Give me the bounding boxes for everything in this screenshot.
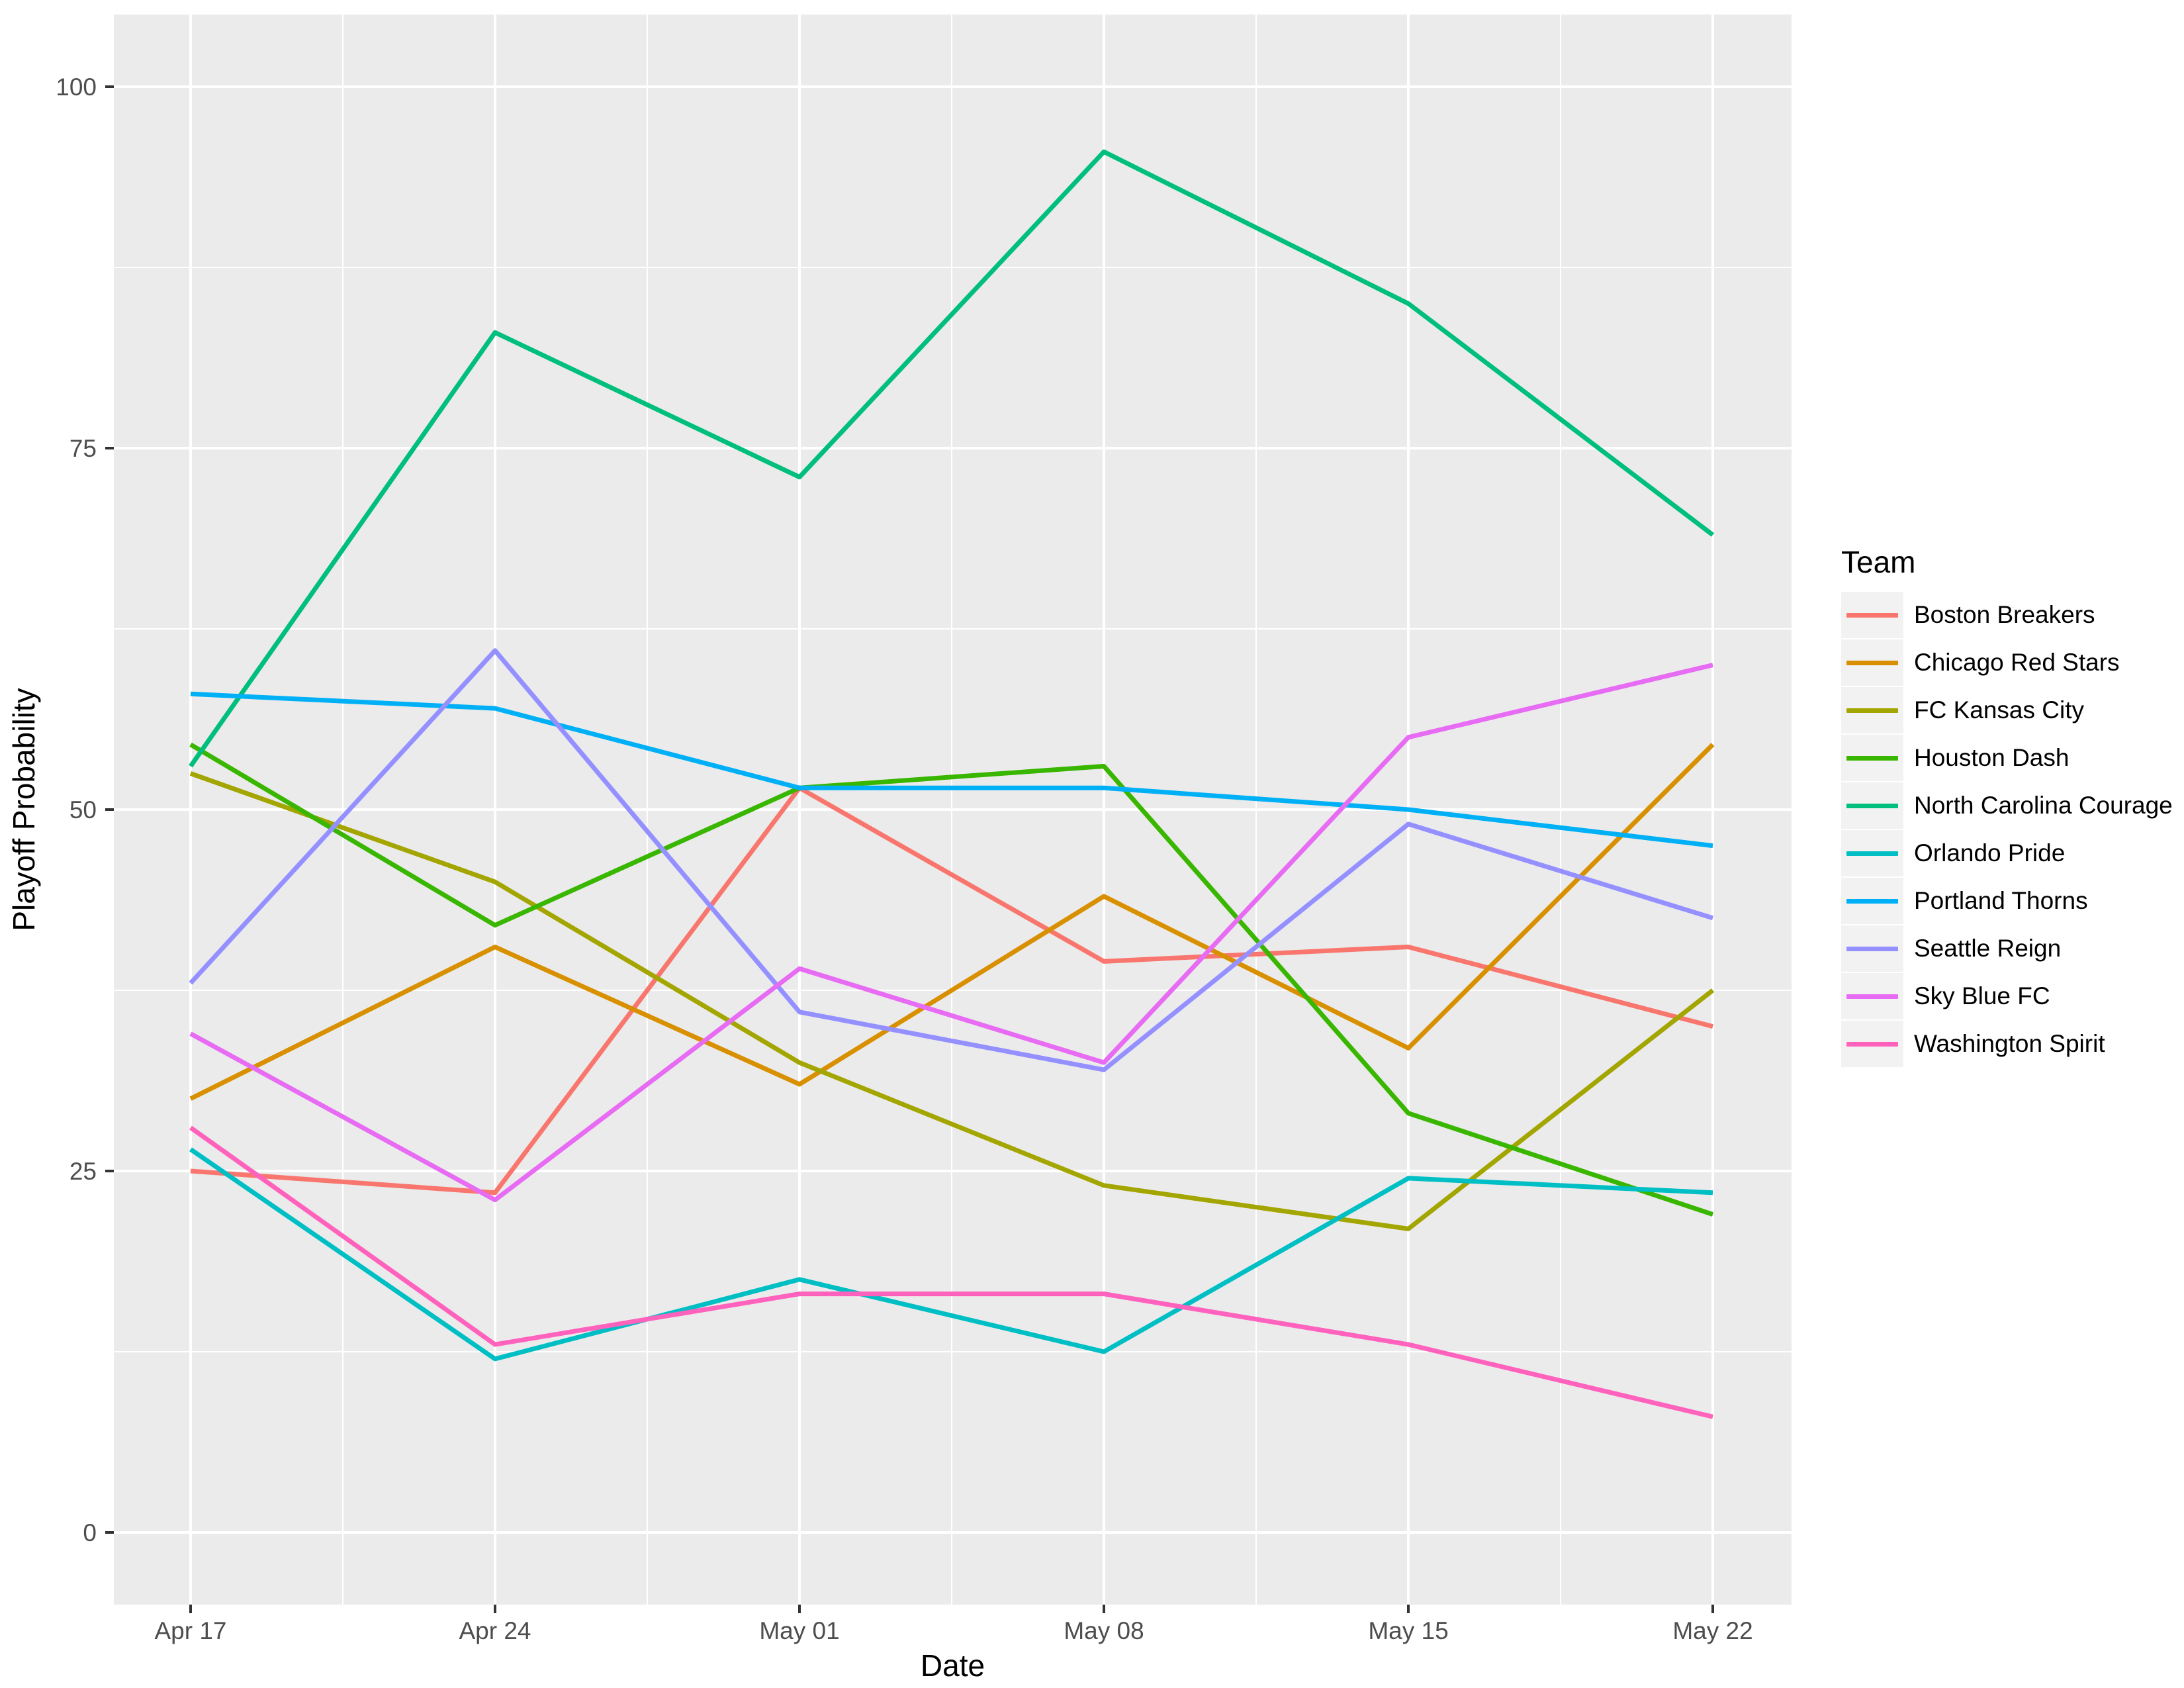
legend-line-swatch-boston-breakers: [1846, 612, 1898, 618]
legend-key-chicago-red-stars: [1841, 639, 1903, 686]
series-line-fc-kansas-city: [189, 771, 1715, 1231]
legend-label-seattle-reign: Seattle Reign: [1914, 935, 2062, 962]
legend-key-north-carolina-courage: [1841, 782, 1903, 829]
legend-item-boston-breakers: Boston Breakers: [1841, 592, 2173, 638]
series-line-seattle-reign: [189, 648, 1714, 1072]
legend-label-sky-blue-fc: Sky Blue FC: [1914, 982, 2050, 1009]
x-axis-tick-label: May 01: [759, 1617, 839, 1644]
y-axis-title: Playoff Probability: [7, 688, 41, 931]
legend-key-seattle-reign: [1841, 925, 1903, 972]
legend-line-swatch-seattle-reign: [1846, 946, 1898, 951]
legend-line-swatch-north-carolina-courage: [1846, 803, 1898, 808]
x-axis-tick-label: May 08: [1064, 1617, 1144, 1644]
x-axis-tick-label: May 15: [1368, 1617, 1448, 1644]
legend-line-swatch-orlando-pride: [1846, 851, 1898, 856]
legend-key-portland-thorns: [1841, 878, 1903, 924]
legend-title: Team: [1841, 545, 1916, 579]
x-axis-tick-label: May 22: [1672, 1617, 1752, 1644]
legend-item-north-carolina-courage: North Carolina Courage: [1841, 782, 2173, 829]
series-line-houston-dash: [189, 742, 1714, 1217]
series-line-north-carolina-courage: [189, 149, 1715, 768]
legend-key-boston-breakers: [1841, 592, 1903, 638]
legend-items: Boston Breakers Chicago Red Stars FC Kansa…: [1841, 592, 2173, 1068]
series-line-orlando-pride: [189, 1147, 1713, 1362]
legend-line-swatch-washington-spirit: [1846, 1041, 1898, 1047]
legend-label-chicago-red-stars: Chicago Red Stars: [1914, 649, 2120, 676]
legend-item-portland-thorns: Portland Thorns: [1841, 878, 2173, 924]
x-axis-title: Date: [921, 1648, 985, 1683]
y-axis-tick-label: 0: [83, 1519, 97, 1546]
legend-item-seattle-reign: Seattle Reign: [1841, 925, 2173, 972]
legend-key-fc-kansas-city: [1841, 687, 1903, 733]
series-line-washington-spirit: [189, 1125, 1713, 1419]
legend: Team Boston Breakers Chicago Red Stars FC …: [1841, 544, 2173, 1068]
legend-item-sky-blue-fc: Sky Blue FC: [1841, 973, 2173, 1019]
legend-key-orlando-pride: [1841, 830, 1903, 876]
legend-key-houston-dash: [1841, 735, 1903, 781]
legend-label-houston-dash: Houston Dash: [1914, 744, 2070, 771]
legend-label-fc-kansas-city: FC Kansas City: [1914, 696, 2085, 724]
legend-item-houston-dash: Houston Dash: [1841, 735, 2173, 781]
series-line-boston-breakers: [190, 785, 1713, 1196]
legend-label-washington-spirit: Washington Spirit: [1914, 1030, 2105, 1057]
legend-key-washington-spirit: [1841, 1021, 1903, 1067]
legend-line-swatch-chicago-red-stars: [1846, 660, 1898, 665]
legend-line-swatch-fc-kansas-city: [1846, 708, 1898, 713]
legend-item-fc-kansas-city: FC Kansas City: [1841, 687, 2173, 733]
legend-line-swatch-sky-blue-fc: [1846, 994, 1898, 999]
legend-line-swatch-houston-dash: [1846, 755, 1898, 761]
legend-item-orlando-pride: Orlando Pride: [1841, 830, 2173, 876]
series-line-chicago-red-stars: [189, 743, 1715, 1101]
legend-label-boston-breakers: Boston Breakers: [1914, 601, 2095, 628]
series-line-sky-blue-fc: [189, 663, 1713, 1203]
x-axis-tick-label: Apr 24: [459, 1617, 531, 1644]
y-axis-tick-label: 25: [69, 1158, 97, 1185]
legend-label-north-carolina-courage: North Carolina Courage: [1914, 792, 2173, 819]
legend-line-swatch-portland-thorns: [1846, 898, 1898, 904]
x-axis-tick-label: Apr 17: [154, 1617, 226, 1644]
legend-label-portland-thorns: Portland Thorns: [1914, 887, 2088, 914]
legend-item-washington-spirit: Washington Spirit: [1841, 1021, 2173, 1067]
y-axis-tick-label: 50: [69, 796, 97, 823]
y-axis-tick-label: 100: [56, 73, 97, 101]
legend-label-orlando-pride: Orlando Pride: [1914, 839, 2066, 867]
legend-item-chicago-red-stars: Chicago Red Stars: [1841, 639, 2173, 686]
legend-key-sky-blue-fc: [1841, 973, 1903, 1019]
y-axis-tick-label: 75: [69, 435, 97, 462]
